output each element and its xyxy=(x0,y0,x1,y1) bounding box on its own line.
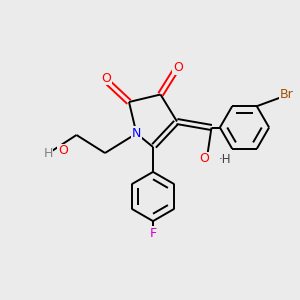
Text: H: H xyxy=(43,146,53,160)
Text: ·H: ·H xyxy=(218,153,231,167)
Text: Br: Br xyxy=(280,88,293,101)
Text: N: N xyxy=(132,127,141,140)
Text: O: O xyxy=(58,144,68,158)
Text: O: O xyxy=(199,152,209,166)
Text: O: O xyxy=(173,61,183,74)
Text: F: F xyxy=(149,226,157,240)
Text: O: O xyxy=(102,71,111,85)
